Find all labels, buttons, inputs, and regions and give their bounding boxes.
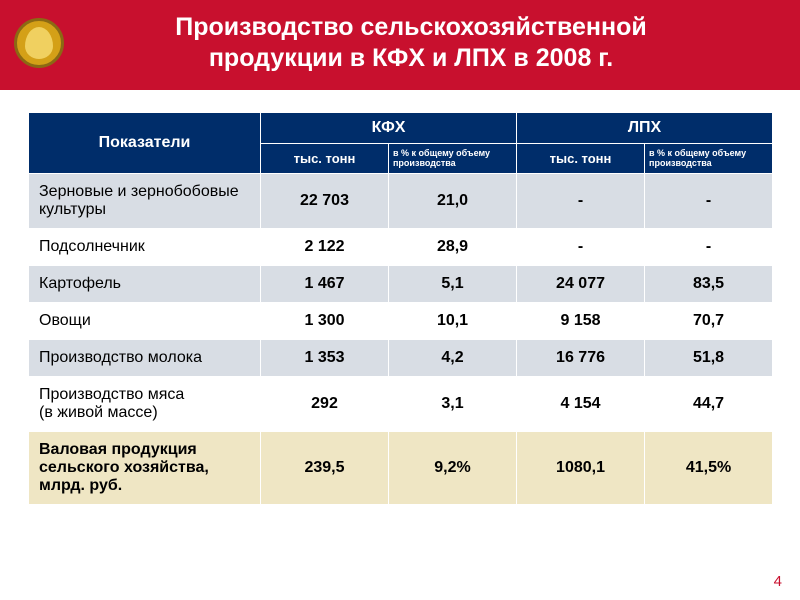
cell-value: 1080,1	[517, 431, 645, 504]
production-table: Показатели КФХ ЛПХ тыс. тонн в % к общем…	[28, 112, 773, 505]
cell-value: -	[517, 173, 645, 228]
title-line-2: продукции в КФХ и ЛПХ в 2008 г.	[209, 44, 613, 72]
th-lph-unit: тыс. тонн	[517, 144, 645, 174]
cell-indicator: Валовая продукция сельского хозяйства, м…	[29, 431, 261, 504]
cell-value: -	[645, 173, 773, 228]
cell-value: 1 467	[261, 265, 389, 302]
cell-value: 51,8	[645, 339, 773, 376]
cell-indicator: Производство молока	[29, 339, 261, 376]
table-row: Производство молока1 3534,216 77651,8	[29, 339, 773, 376]
cell-value: -	[517, 228, 645, 265]
cell-value: 5,1	[389, 265, 517, 302]
cell-value: 4 154	[517, 376, 645, 431]
cell-indicator: Подсолнечник	[29, 228, 261, 265]
cell-value: 16 776	[517, 339, 645, 376]
cell-indicator: Зерновые и зернобобовые культуры	[29, 173, 261, 228]
page-number: 4	[774, 573, 782, 590]
th-kfh-pct: в % к общему объему производства	[389, 144, 517, 174]
cell-value: 239,5	[261, 431, 389, 504]
table-body: Зерновые и зернобобовые культуры22 70321…	[29, 173, 773, 504]
slide-header: Производство сельскохозяйственной продук…	[0, 0, 800, 90]
table-row: Зерновые и зернобобовые культуры22 70321…	[29, 173, 773, 228]
table-row: Овощи1 30010,19 15870,7	[29, 302, 773, 339]
table-row: Валовая продукция сельского хозяйства, м…	[29, 431, 773, 504]
cell-value: 9 158	[517, 302, 645, 339]
th-kfh-unit: тыс. тонн	[261, 144, 389, 174]
cell-value: 292	[261, 376, 389, 431]
cell-value: -	[645, 228, 773, 265]
table-container: Показатели КФХ ЛПХ тыс. тонн в % к общем…	[0, 90, 800, 505]
cell-value: 1 353	[261, 339, 389, 376]
th-lph-pct: в % к общему объему производства	[645, 144, 773, 174]
logo-badge	[14, 18, 64, 68]
th-lph: ЛПХ	[517, 113, 773, 144]
cell-value: 44,7	[645, 376, 773, 431]
cell-value: 3,1	[389, 376, 517, 431]
th-indicators: Показатели	[29, 113, 261, 174]
table-row: Производство мяса(в живой массе)2923,14 …	[29, 376, 773, 431]
cell-value: 24 077	[517, 265, 645, 302]
th-kfh: КФХ	[261, 113, 517, 144]
cell-value: 1 300	[261, 302, 389, 339]
table-row: Картофель1 4675,124 07783,5	[29, 265, 773, 302]
cell-indicator: Овощи	[29, 302, 261, 339]
cell-indicator: Производство мяса(в живой массе)	[29, 376, 261, 431]
cell-indicator: Картофель	[29, 265, 261, 302]
cell-value: 28,9	[389, 228, 517, 265]
table-head: Показатели КФХ ЛПХ тыс. тонн в % к общем…	[29, 113, 773, 174]
cell-value: 4,2	[389, 339, 517, 376]
slide-title: Производство сельскохозяйственной продук…	[82, 12, 780, 75]
cell-value: 41,5%	[645, 431, 773, 504]
title-line-1: Производство сельскохозяйственной	[175, 13, 647, 41]
cell-value: 22 703	[261, 173, 389, 228]
cell-value: 10,1	[389, 302, 517, 339]
table-row: Подсолнечник2 12228,9--	[29, 228, 773, 265]
cell-value: 70,7	[645, 302, 773, 339]
wheat-icon	[25, 27, 53, 59]
cell-value: 9,2%	[389, 431, 517, 504]
cell-value: 2 122	[261, 228, 389, 265]
cell-value: 83,5	[645, 265, 773, 302]
cell-value: 21,0	[389, 173, 517, 228]
